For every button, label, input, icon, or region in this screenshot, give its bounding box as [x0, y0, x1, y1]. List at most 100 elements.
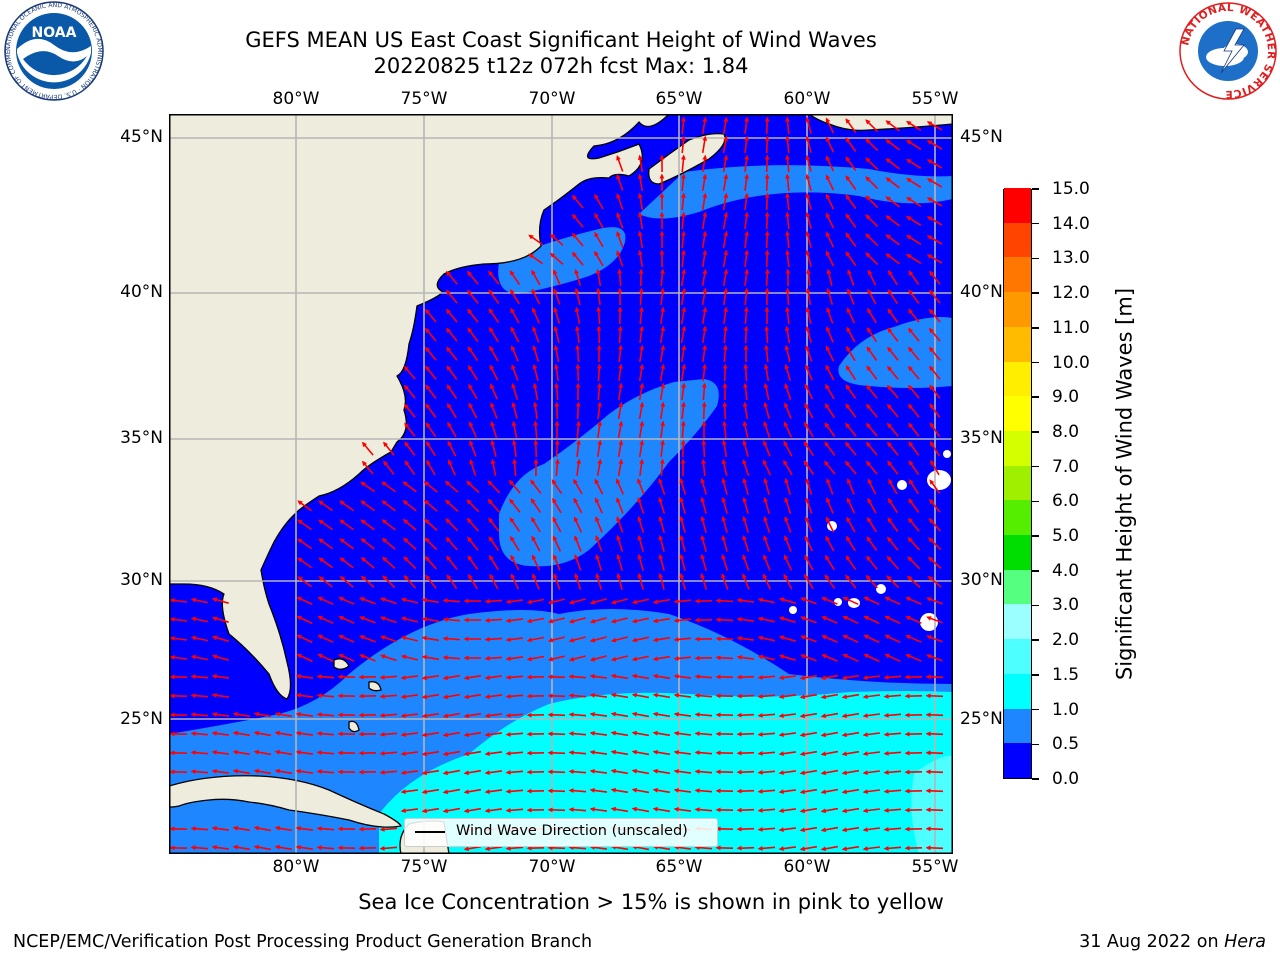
wave-direction-arrow	[866, 327, 878, 343]
wave-direction-arrow	[701, 382, 707, 401]
wave-direction-arrow	[631, 598, 649, 605]
wave-direction-arrow	[863, 596, 880, 606]
wave-direction-arrow	[883, 713, 902, 718]
map-title: GEFS MEAN US East Coast Significant Heig…	[245, 28, 877, 52]
lon-label: 60°W	[783, 857, 831, 877]
wave-direction-arrow	[799, 674, 818, 681]
wave-direction-arrow	[762, 573, 772, 590]
wave-direction-arrow	[379, 675, 398, 680]
wave-direction-arrow	[659, 325, 666, 344]
wave-direction-arrow	[318, 538, 333, 550]
wave-direction-arrow	[190, 731, 209, 736]
wave-direction-arrow	[510, 554, 520, 571]
wave-direction-arrow	[926, 197, 943, 207]
wave-direction-arrow	[383, 441, 395, 456]
wave-direction-arrow	[841, 750, 860, 757]
wave-direction-arrow	[596, 458, 603, 477]
wave-direction-arrow	[842, 634, 859, 644]
wave-direction-arrow	[574, 573, 582, 590]
wave-direction-arrow	[764, 154, 770, 173]
wave-direction-arrow	[926, 654, 943, 662]
wave-direction-arrow	[442, 598, 461, 603]
wave-direction-arrow	[360, 575, 375, 588]
wave-direction-arrow	[490, 421, 498, 438]
wave-direction-arrow	[571, 194, 584, 209]
wave-direction-arrow	[863, 634, 880, 644]
wave-direction-arrow	[925, 674, 944, 680]
wave-direction-arrow	[925, 712, 944, 718]
wave-direction-arrow	[463, 750, 482, 757]
wave-direction-arrow	[908, 498, 920, 513]
wave-direction-arrow	[547, 655, 565, 662]
wave-direction-arrow	[885, 253, 900, 265]
wave-direction-arrow	[595, 554, 603, 571]
wave-direction-arrow	[318, 519, 334, 531]
wave-direction-arrow	[589, 636, 607, 643]
wave-direction-arrow	[701, 458, 706, 477]
wave-direction-arrow	[805, 345, 813, 362]
wave-direction-arrow	[803, 441, 815, 457]
wave-direction-arrow	[926, 121, 943, 131]
wave-direction-arrow	[906, 120, 922, 131]
wave-direction-arrow	[820, 731, 839, 738]
wave-direction-arrow	[867, 307, 877, 324]
wave-direction-arrow	[673, 693, 692, 698]
colorbar-segment	[1004, 326, 1031, 362]
wave-direction-arrow	[763, 401, 770, 419]
wave-direction-arrow	[904, 693, 923, 699]
wave-direction-arrow	[847, 478, 855, 495]
wave-direction-arrow	[925, 788, 944, 794]
wave-direction-arrow	[905, 597, 922, 605]
wave-direction-arrow	[597, 401, 602, 420]
colorbar-tick-label: 12.0	[1052, 283, 1090, 304]
lon-label: 70°W	[528, 857, 576, 877]
wave-direction-arrow	[618, 363, 623, 382]
colorbar-tick-label: 9.0	[1052, 387, 1080, 408]
wave-direction-arrow	[778, 808, 797, 813]
colorbar-tick-mark	[1032, 778, 1039, 780]
wave-direction-arrow	[442, 693, 461, 700]
wave-direction-arrow	[723, 287, 729, 306]
wave-direction-arrow	[274, 711, 293, 718]
wave-direction-arrow	[484, 732, 503, 737]
wave-direction-arrow	[715, 769, 734, 775]
wave-direction-arrow	[596, 363, 602, 382]
wave-direction-arrow	[594, 478, 604, 495]
wave-direction-arrow	[382, 575, 396, 589]
wave-direction-arrow	[701, 173, 708, 192]
wave-direction-arrow	[888, 269, 898, 286]
wave-direction-arrow	[232, 749, 251, 756]
wave-direction-arrow	[757, 654, 775, 661]
wave-direction-arrow	[638, 268, 644, 287]
wave-direction-arrow	[721, 439, 728, 458]
wave-direction-arrow	[512, 439, 517, 458]
wave-direction-arrow	[211, 731, 230, 736]
wave-direction-arrow	[253, 768, 272, 775]
wave-direction-arrow	[785, 306, 790, 324]
wave-direction-arrow	[820, 693, 839, 700]
wave-direction-arrow	[744, 230, 749, 249]
wave-direction-arrow	[744, 192, 749, 211]
lat-label: 35°N	[960, 428, 1003, 448]
colorbar-segment	[1004, 430, 1031, 466]
wave-direction-arrow	[845, 403, 857, 418]
wave-direction-arrow	[589, 750, 608, 755]
wave-direction-arrow	[296, 634, 313, 644]
colorbar-tick-mark	[1032, 570, 1039, 572]
wave-direction-arrow	[631, 692, 650, 699]
wave-direction-arrow	[379, 732, 398, 737]
wave-direction-arrow	[884, 615, 901, 625]
wave-direction-arrow	[484, 675, 503, 680]
wave-direction-arrow	[799, 769, 818, 776]
colorbar-segment	[1004, 187, 1031, 223]
wave-direction-arrow	[886, 555, 899, 570]
lat-label: 25°N	[960, 709, 1003, 729]
wave-direction-arrow	[467, 327, 479, 342]
wave-direction-arrow	[445, 308, 458, 323]
wave-direction-arrow	[400, 694, 419, 699]
wave-direction-arrow	[489, 326, 499, 343]
wave-direction-arrow	[403, 575, 416, 589]
wave-direction-arrow	[908, 327, 920, 342]
wave-direction-arrow	[573, 516, 583, 533]
wave-direction-arrow	[694, 807, 713, 812]
